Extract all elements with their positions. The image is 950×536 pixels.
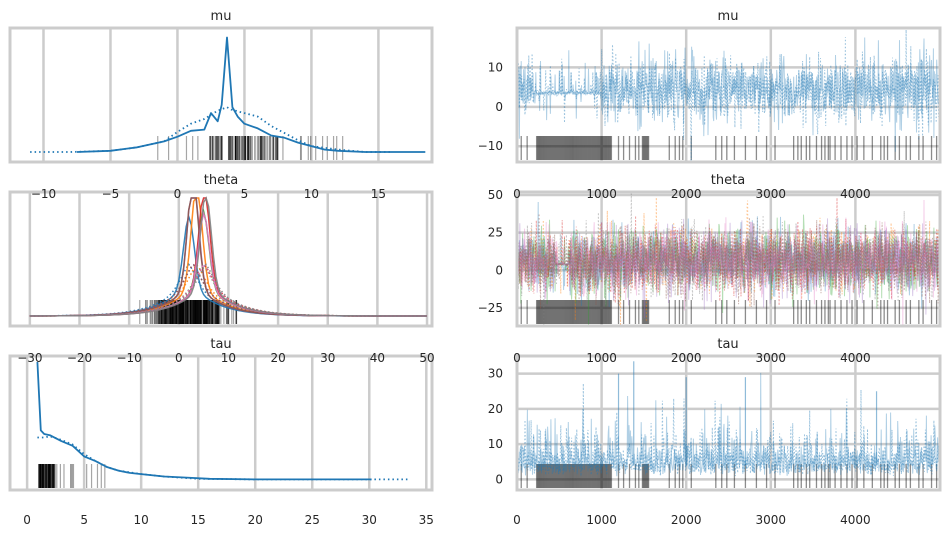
x-tick-label: 4000	[840, 187, 871, 201]
x-tick-label: 5	[80, 513, 88, 527]
trace-line-theta-7	[516, 191, 941, 327]
trace-line-mu-chain-0	[516, 37, 941, 152]
x-tick-label: 30	[320, 351, 335, 365]
trace-line-theta-4	[516, 218, 941, 319]
panel-frame	[515, 190, 942, 328]
y-tick-label: 10	[488, 60, 503, 74]
panel-frame	[8, 354, 434, 492]
trace-line-theta-3	[516, 197, 941, 306]
x-tick-label: 25	[305, 513, 320, 527]
panel-title-mu-trace: mu	[718, 9, 739, 24]
x-tick-label: 10	[134, 513, 149, 527]
x-tick-label: 2000	[671, 187, 702, 201]
x-tick-label: 1000	[586, 351, 617, 365]
kde-line-theta-7-chain-1	[29, 263, 427, 317]
x-tick-label: −20	[67, 351, 92, 365]
panel-title-tau-kde: tau	[210, 337, 231, 352]
y-tick-label: 25	[488, 226, 503, 240]
y-tick-label: 30	[488, 367, 503, 381]
x-tick-label: 4000	[840, 351, 871, 365]
x-tick-label: 0	[513, 187, 521, 201]
x-tick-label: 1000	[586, 187, 617, 201]
x-tick-label: −30	[17, 351, 42, 365]
panel-title-tau-trace: tau	[717, 337, 738, 352]
y-tick-label: 10	[488, 437, 503, 451]
x-tick-label: 3000	[756, 513, 787, 527]
trace-line-theta-6	[516, 199, 941, 327]
x-tick-label: 10	[304, 187, 319, 201]
x-tick-label: 35	[419, 513, 434, 527]
x-tick-label: 20	[248, 513, 263, 527]
y-tick-label: 0	[495, 100, 503, 114]
panel-title-mu-kde: mu	[211, 9, 232, 24]
y-tick-label: 50	[488, 188, 503, 202]
kde-line-chain-0	[76, 36, 426, 153]
trace-line-theta-2	[516, 214, 941, 327]
y-tick-label: 0	[495, 263, 503, 277]
y-tick-label: 20	[488, 402, 503, 416]
x-tick-label: 0	[175, 351, 183, 365]
kde-line-chain-1	[30, 106, 392, 153]
x-tick-label: 15	[371, 187, 386, 201]
x-tick-label: 2000	[671, 351, 702, 365]
x-tick-label: 0	[513, 513, 521, 527]
x-tick-label: 40	[370, 351, 385, 365]
trace-line-tau-chain-1	[516, 383, 941, 477]
y-tick-label: 0	[495, 472, 503, 486]
panel-title-theta-kde: theta	[204, 173, 238, 188]
x-tick-label: 4000	[840, 513, 871, 527]
panel-frame	[515, 354, 942, 492]
x-tick-label: 1000	[586, 513, 617, 527]
panel-frame	[8, 26, 434, 164]
y-tick-label: −25	[478, 301, 503, 315]
x-tick-label: −10	[116, 351, 141, 365]
x-tick-label: 15	[191, 513, 206, 527]
kde-line-chain-0	[36, 361, 372, 481]
x-tick-label: 2000	[671, 513, 702, 527]
x-tick-label: −10	[31, 187, 56, 201]
x-tick-label: 5	[241, 187, 249, 201]
trace-line-theta-1	[516, 197, 941, 327]
x-tick-label: 10	[221, 351, 236, 365]
kde-line-chain-1	[37, 435, 410, 481]
trace-line-tau-chain-0	[516, 372, 941, 477]
x-tick-label: 0	[23, 513, 31, 527]
x-tick-label: 20	[270, 351, 285, 365]
y-tick-label: −10	[478, 139, 503, 153]
x-tick-label: −5	[102, 187, 120, 201]
x-tick-label: 0	[513, 351, 521, 365]
panel-frame	[515, 26, 942, 164]
trace-line-theta-0	[516, 201, 941, 309]
x-tick-label: 3000	[756, 187, 787, 201]
x-tick-label: 50	[419, 351, 434, 365]
x-tick-label: 3000	[756, 351, 787, 365]
panel-title-theta-trace: theta	[711, 173, 745, 188]
x-tick-label: 30	[362, 513, 377, 527]
x-tick-label: 0	[174, 187, 182, 201]
panel-frame	[8, 190, 434, 328]
